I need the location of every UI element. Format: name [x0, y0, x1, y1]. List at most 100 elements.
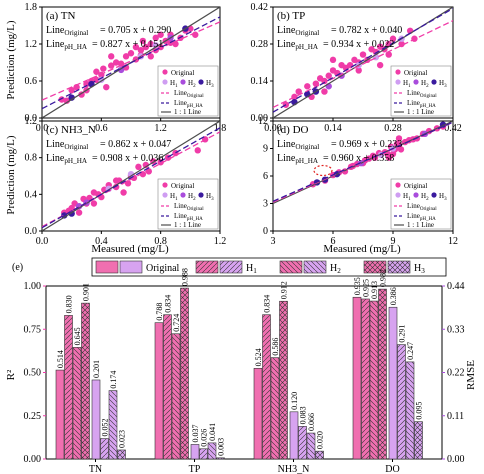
point-original — [329, 56, 337, 64]
plot-frame — [41, 6, 221, 119]
bar-rmse — [289, 411, 299, 460]
point-original — [194, 147, 201, 154]
point-original — [389, 35, 397, 42]
point-original — [157, 31, 164, 38]
y-tick-label: 0.00 — [251, 113, 269, 124]
bar-rmse-label: 0.291 — [398, 325, 407, 343]
point-original — [127, 50, 135, 57]
bar-r2-label: 0.586 — [271, 338, 280, 356]
point-original — [395, 135, 403, 142]
legend-label-1to1: 1 : 1 Line — [407, 108, 434, 116]
point-original — [172, 40, 179, 48]
x-tick-label: 6 — [331, 236, 336, 247]
legend-label-line-original: LineOriginal — [407, 202, 437, 212]
point-original — [122, 53, 130, 60]
bar-r2-label: 0.988 — [181, 268, 190, 286]
panel-title: (d) DO — [277, 124, 309, 136]
eq-original-label: LineOriginal — [277, 25, 319, 37]
y-tick-label: 0.25 — [24, 411, 42, 422]
bar-legend: Original H1 H2 H3 — [91, 257, 447, 277]
bar-rmse-label: 0.026 — [200, 429, 209, 447]
y-tick-label: 0 — [263, 226, 268, 237]
line-1to1 — [42, 121, 220, 231]
x-tick-label: 1.2 — [154, 123, 167, 134]
legend-marker-h1 — [395, 192, 401, 198]
bar-rmse-label: 0.037 — [191, 424, 200, 442]
outlier-highlight — [313, 164, 333, 177]
eq-ph-label: LinepH_HA — [277, 153, 319, 165]
legend-label-h1: H1 — [170, 192, 178, 202]
y-tick-label: 0.14 — [251, 76, 269, 87]
point-h1 — [127, 170, 135, 178]
bar-rmse-label: 0.083 — [299, 406, 308, 424]
point-original — [93, 68, 100, 75]
bar-r2-hatch — [271, 357, 279, 459]
bar-r2 — [55, 369, 65, 460]
legend-label-3: H3 — [414, 263, 425, 275]
point-original — [325, 72, 332, 79]
legend-label-line-ph: LinepH_HA — [174, 212, 203, 222]
point-original — [397, 146, 405, 153]
y-tick-label: 0.4 — [25, 189, 38, 200]
point-original — [147, 53, 154, 60]
line-original — [42, 131, 220, 228]
bar-rmse-hatch — [397, 344, 406, 459]
bar-rmse-hatch — [216, 457, 225, 459]
y-tick-label: 0.6 — [25, 76, 38, 87]
bar-r2-label: 0.514 — [56, 350, 65, 368]
category-label: TN — [89, 464, 102, 474]
bar-rmse — [388, 306, 398, 460]
line-ph — [42, 127, 220, 229]
legend-marker-original — [395, 182, 401, 188]
bar-rmse — [190, 444, 200, 460]
x-tick-label: 0.28 — [384, 123, 402, 134]
legend-frame — [390, 65, 452, 117]
legend-label-h3: H3 — [206, 192, 214, 202]
bar-rmse-hatch — [199, 448, 208, 459]
plot-area — [273, 121, 453, 205]
eq-ph-value: = 0.934 x + 0.022 — [323, 39, 394, 50]
legend-marker-h2 — [180, 192, 186, 198]
point-original — [68, 87, 75, 94]
y-tick-label: 1.2 — [25, 116, 38, 127]
legend-marker-h1 — [395, 79, 401, 85]
eq-ph-label: LinepH_HA — [277, 39, 319, 51]
bar-r2-label: 0.912 — [280, 281, 289, 299]
line-ph — [273, 7, 453, 113]
bar-chart-e: (e) Original H1 H2 H3 0.00 0.25 0.50 0.75 1.00 0.0… — [5, 257, 477, 474]
bar-r2-hatch — [378, 289, 387, 459]
plot-area — [42, 7, 220, 118]
bar-rmse-hatch — [307, 433, 315, 459]
legend-marker-original — [162, 182, 168, 188]
panel-1: 0.00 0.14 0.28 0.420.000.140.280.42(b) TPLi… — [251, 2, 462, 134]
bar-r2-label: 0.830 — [65, 295, 74, 313]
x-tick-label: 3 — [271, 236, 276, 247]
panel-0: 0.0 0.6 1.2 1.80.00.61.21.8(a) TNLineOrigin… — [25, 2, 227, 134]
y-tick-label: 0.50 — [24, 368, 42, 379]
legend-hatch-r2-3 — [364, 261, 386, 273]
bar-r2 — [253, 368, 263, 460]
y-axis-label-top: Prediction (mg/L) — [5, 20, 17, 99]
point-original — [83, 80, 90, 88]
bar-rmse-label: 0.023 — [118, 430, 127, 448]
legend-label-h1: H1 — [403, 192, 411, 202]
legend-label-1to1: 1 : 1 Line — [407, 221, 434, 229]
point-original — [346, 61, 354, 69]
legend-hatch-rmse-1 — [220, 261, 242, 273]
legend-label-0: Original — [146, 263, 180, 274]
legend-label-original: Original — [404, 182, 427, 190]
bar-r2-hatch — [64, 315, 73, 459]
panel-title: (a) TN — [46, 10, 75, 22]
bar-rmse-hatch — [414, 421, 423, 459]
bar-rmse-hatch — [208, 442, 216, 459]
bar-rmse-hatch — [117, 449, 126, 459]
bar-rmse-hatch — [406, 361, 414, 459]
point-original — [321, 88, 328, 95]
point-original — [132, 43, 140, 51]
legend-label-h2: H2 — [188, 79, 196, 89]
